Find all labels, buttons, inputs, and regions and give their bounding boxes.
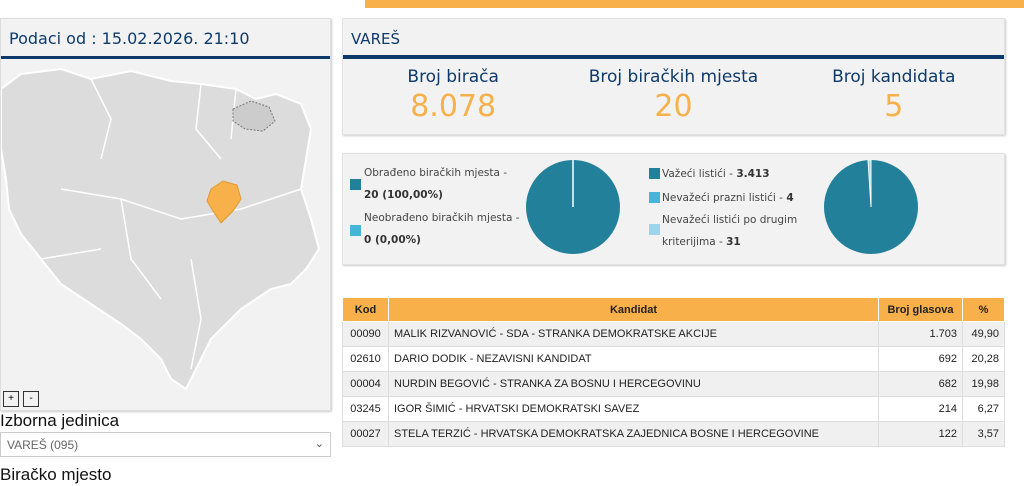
- cell-votes: 682: [878, 371, 963, 397]
- cell-candidate: NURDIN BEGOVIĆ - STRANKA ZA BOSNU I HERC…: [388, 371, 879, 397]
- legend-unprocessed: Neobrađeno biračkih mjesta -0 (0,00%): [364, 212, 520, 246]
- cell-candidate: MALIK RIZVANOVIĆ - SDA - STRANKA DEMOKRA…: [388, 321, 879, 347]
- bih-map[interactable]: [1, 59, 330, 409]
- stat-voters: Broj birača 8.078: [407, 67, 499, 124]
- cell-code: 00090: [342, 321, 389, 347]
- results-table: Kod Kandidat Broj glasova % 00090 MALIK R…: [342, 297, 1005, 447]
- legend-processed: Obrađeno biračkih mjesta -20 (100,00%): [364, 167, 508, 201]
- cell-votes: 692: [878, 346, 963, 372]
- unit-label: Izborna jedinica: [0, 411, 120, 430]
- unit-select-value: VAREŠ (095): [7, 438, 79, 452]
- table-row[interactable]: 03245 IGOR ŠIMIĆ - HRVATSKI DEMOKRATSKI S…: [342, 396, 1005, 422]
- top-accent-bar: [365, 0, 1024, 8]
- map-region-vares: [206, 180, 242, 224]
- cell-code: 02610: [342, 346, 389, 372]
- ballots-pie-chart: [824, 160, 918, 254]
- table-row[interactable]: 00027 STELA TERZIĆ - HRVATSKA DEMOKRATSKA…: [342, 421, 1005, 447]
- cell-candidate: STELA TERZIĆ - HRVATSKA DEMOKRATSKA ZAJE…: [388, 421, 879, 447]
- legend-swatch-processed: [350, 179, 361, 190]
- col-percent[interactable]: %: [962, 297, 1005, 322]
- map-panel: Podaci od : 15.02.2026. 21:10 + -: [0, 18, 331, 411]
- cell-percent: 20,28: [962, 346, 1005, 372]
- cell-code: 03245: [342, 396, 389, 422]
- legend-other: Nevažeći listići po drugim kriterijima - …: [662, 214, 798, 248]
- unit-title: VAREŠ: [343, 19, 1004, 59]
- charts-panel: Obrađeno biračkih mjesta -20 (100,00%) N…: [342, 153, 1005, 265]
- date-header: Podaci od : 15.02.2026. 21:10: [1, 19, 330, 59]
- cell-candidate: DARIO DODIK - NEZAVISNI KANDIDAT: [388, 346, 879, 372]
- legend-swatch-valid: [649, 168, 660, 179]
- stat-stations: Broj biračkih mjesta 20: [588, 67, 759, 124]
- legend-valid: Važeći listići - 3.413: [662, 168, 770, 180]
- chevron-down-icon: ⌄: [314, 438, 324, 450]
- cell-votes: 214: [878, 396, 963, 422]
- legend-swatch-blank: [649, 192, 660, 203]
- station-label: Biračko mjesto: [0, 465, 112, 484]
- table-row[interactable]: 00090 MALIK RIZVANOVIĆ - SDA - STRANKA DE…: [342, 321, 1005, 347]
- summary-panel: VAREŠ Broj birača 8.078 Broj biračkih mje…: [342, 18, 1005, 135]
- unit-select[interactable]: VAREŠ (095) ⌄: [0, 432, 331, 457]
- cell-percent: 19,98: [962, 371, 1005, 397]
- col-code[interactable]: Kod: [342, 297, 389, 322]
- cell-percent: 3,57: [962, 421, 1005, 447]
- legend-swatch-unprocessed: [350, 225, 361, 236]
- col-votes[interactable]: Broj glasova: [878, 297, 963, 322]
- cell-votes: 1.703: [878, 321, 963, 347]
- legend-blank: Nevažeći prazni listići - 4: [662, 192, 794, 204]
- cell-percent: 49,90: [962, 321, 1005, 347]
- stations-pie-chart: [526, 160, 620, 254]
- stat-candidates: Broj kandidata 5: [832, 67, 956, 124]
- cell-candidate: IGOR ŠIMIĆ - HRVATSKI DEMOKRATSKI SAVEZ: [388, 396, 879, 422]
- table-row[interactable]: 00004 NURDIN BEGOVIĆ - STRANKA ZA BOSNU I…: [342, 371, 1005, 397]
- table-row[interactable]: 02610 DARIO DODIK - NEZAVISNI KANDIDAT 692…: [342, 346, 1005, 372]
- col-candidate[interactable]: Kandidat: [388, 297, 879, 322]
- cell-percent: 6,27: [962, 396, 1005, 422]
- map-country: [1, 67, 321, 391]
- cell-code: 00027: [342, 421, 389, 447]
- map-region-outline: [232, 100, 276, 132]
- legend-swatch-other: [649, 224, 660, 235]
- pie-slice-invalid: [867, 160, 872, 208]
- zoom-in-button[interactable]: +: [3, 391, 19, 407]
- zoom-out-button[interactable]: -: [23, 391, 39, 407]
- cell-votes: 122: [878, 421, 963, 447]
- cell-code: 00004: [342, 371, 389, 397]
